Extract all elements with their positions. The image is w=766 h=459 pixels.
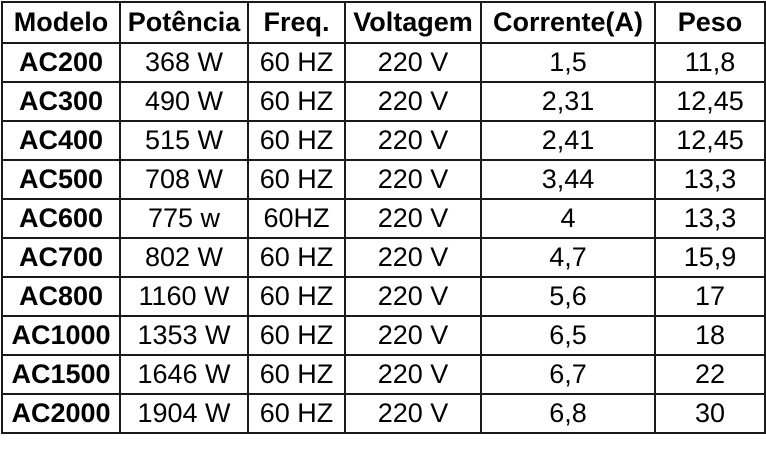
cell-modelo: AC500 [1,159,121,200]
cell-modelo: AC700 [1,237,121,278]
cell-peso: 15,9 [654,237,766,278]
header-row: Modelo Potência Freq. Voltagem Corrente(… [1,1,766,44]
header-corrente: Corrente(A) [480,1,656,44]
cell-freq: 60 HZ [247,81,346,122]
cell-potencia: 775 w [119,198,249,239]
cell-peso: 18 [654,315,766,356]
cell-corrente: 2,31 [480,81,656,122]
table-row: AC1500 1646 W 60 HZ 220 V 6,7 22 [1,354,766,395]
cell-corrente: 2,41 [480,120,656,161]
cell-potencia: 368 W [119,42,249,83]
cell-modelo: AC1000 [1,315,121,356]
cell-corrente: 1,5 [480,42,656,83]
cell-corrente: 3,44 [480,159,656,200]
table-row: AC200 368 W 60 HZ 220 V 1,5 11,8 [1,42,766,83]
header-voltagem: Voltagem [344,1,482,44]
cell-peso: 11,8 [654,42,766,83]
cell-corrente: 4,7 [480,237,656,278]
cell-freq: 60 HZ [247,354,346,395]
table-row: AC2000 1904 W 60 HZ 220 V 6,8 30 [1,393,766,434]
cell-freq: 60 HZ [247,315,346,356]
cell-peso: 13,3 [654,198,766,239]
table-row: AC300 490 W 60 HZ 220 V 2,31 12,45 [1,81,766,122]
cell-voltagem: 220 V [344,237,482,278]
cell-freq: 60 HZ [247,276,346,317]
cell-peso: 22 [654,354,766,395]
header-freq: Freq. [247,1,346,44]
header-modelo: Modelo [1,1,121,44]
cell-freq: 60 HZ [247,120,346,161]
cell-modelo: AC600 [1,198,121,239]
cell-modelo: AC300 [1,81,121,122]
cell-potencia: 802 W [119,237,249,278]
cell-potencia: 708 W [119,159,249,200]
cell-potencia: 515 W [119,120,249,161]
cell-freq: 60 HZ [247,42,346,83]
cell-freq: 60 HZ [247,159,346,200]
table-row: AC700 802 W 60 HZ 220 V 4,7 15,9 [1,237,766,278]
cell-peso: 13,3 [654,159,766,200]
table-row: AC1000 1353 W 60 HZ 220 V 6,5 18 [1,315,766,356]
cell-voltagem: 220 V [344,81,482,122]
cell-modelo: AC800 [1,276,121,317]
cell-voltagem: 220 V [344,198,482,239]
cell-corrente: 6,7 [480,354,656,395]
cell-voltagem: 220 V [344,159,482,200]
cell-potencia: 1353 W [119,315,249,356]
cell-peso: 17 [654,276,766,317]
table-row: AC800 1160 W 60 HZ 220 V 5,6 17 [1,276,766,317]
cell-modelo: AC400 [1,120,121,161]
specs-table: Modelo Potência Freq. Voltagem Corrente(… [1,1,766,434]
cell-peso: 30 [654,393,766,434]
table-row: AC400 515 W 60 HZ 220 V 2,41 12,45 [1,120,766,161]
cell-corrente: 6,5 [480,315,656,356]
cell-potencia: 1160 W [119,276,249,317]
cell-voltagem: 220 V [344,393,482,434]
cell-voltagem: 220 V [344,276,482,317]
header-potencia: Potência [119,1,249,44]
cell-freq: 60HZ [247,198,346,239]
header-peso: Peso [654,1,766,44]
cell-voltagem: 220 V [344,120,482,161]
cell-modelo: AC1500 [1,354,121,395]
cell-peso: 12,45 [654,120,766,161]
cell-potencia: 1646 W [119,354,249,395]
table-row: AC600 775 w 60HZ 220 V 4 13,3 [1,198,766,239]
cell-corrente: 5,6 [480,276,656,317]
cell-voltagem: 220 V [344,354,482,395]
cell-modelo: AC2000 [1,393,121,434]
cell-corrente: 6,8 [480,393,656,434]
cell-voltagem: 220 V [344,315,482,356]
cell-freq: 60 HZ [247,237,346,278]
table-row: AC500 708 W 60 HZ 220 V 3,44 13,3 [1,159,766,200]
cell-potencia: 1904 W [119,393,249,434]
cell-voltagem: 220 V [344,42,482,83]
cell-peso: 12,45 [654,81,766,122]
cell-potencia: 490 W [119,81,249,122]
cell-freq: 60 HZ [247,393,346,434]
cell-modelo: AC200 [1,42,121,83]
cell-corrente: 4 [480,198,656,239]
